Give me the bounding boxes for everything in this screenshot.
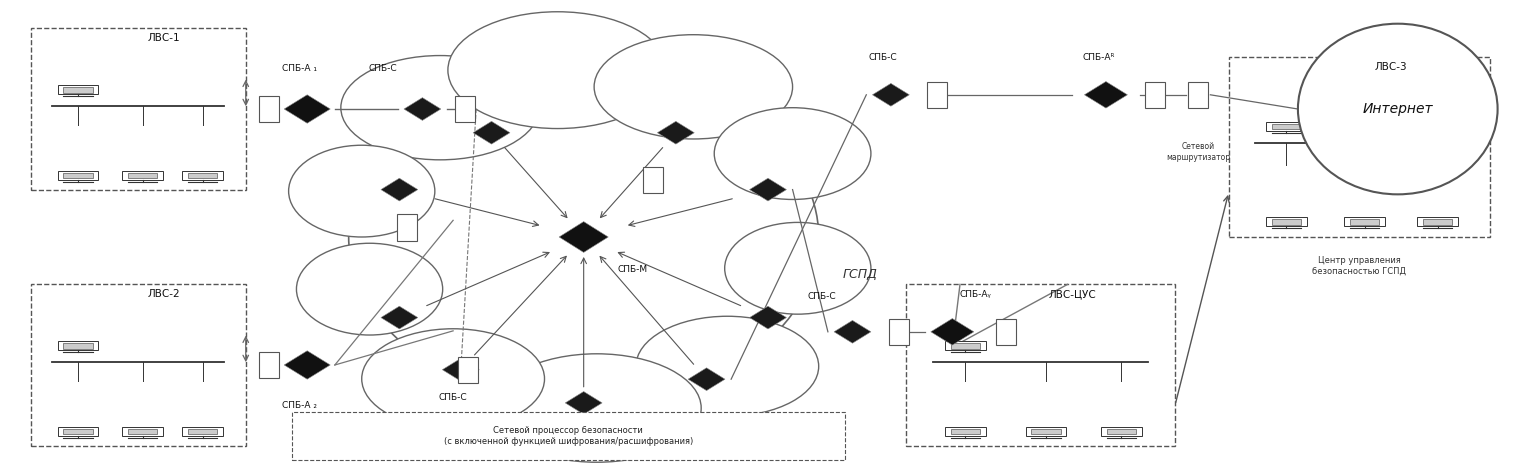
FancyBboxPatch shape <box>945 341 986 350</box>
FancyBboxPatch shape <box>1418 217 1458 226</box>
FancyBboxPatch shape <box>63 87 92 93</box>
Text: СПБ-С: СПБ-С <box>369 64 398 73</box>
Ellipse shape <box>449 12 667 128</box>
FancyBboxPatch shape <box>1422 219 1453 225</box>
FancyBboxPatch shape <box>58 427 98 436</box>
FancyBboxPatch shape <box>1106 428 1137 434</box>
FancyBboxPatch shape <box>123 171 163 180</box>
FancyBboxPatch shape <box>127 428 157 434</box>
Polygon shape <box>284 351 330 379</box>
Ellipse shape <box>636 316 819 416</box>
Polygon shape <box>559 222 608 252</box>
FancyBboxPatch shape <box>642 167 664 193</box>
FancyBboxPatch shape <box>31 28 246 190</box>
Polygon shape <box>565 392 602 414</box>
FancyBboxPatch shape <box>888 319 909 345</box>
FancyBboxPatch shape <box>258 96 280 122</box>
FancyBboxPatch shape <box>1189 82 1207 108</box>
Text: СПБ-С: СПБ-С <box>439 393 467 402</box>
FancyBboxPatch shape <box>258 352 280 378</box>
FancyBboxPatch shape <box>292 412 845 460</box>
FancyBboxPatch shape <box>1101 427 1141 436</box>
FancyBboxPatch shape <box>63 428 92 434</box>
Polygon shape <box>834 320 871 343</box>
FancyBboxPatch shape <box>183 427 223 436</box>
Text: Сетевой процессор безопасности
(с включенной функцией шифрования/расшифрования): Сетевой процессор безопасности (с включе… <box>444 427 693 446</box>
FancyBboxPatch shape <box>396 215 416 241</box>
Text: ГСПД: ГСПД <box>843 268 877 282</box>
Text: СПБ-С: СПБ-С <box>869 53 897 62</box>
Text: СПБ-Аᵧ: СПБ-Аᵧ <box>960 290 992 299</box>
FancyBboxPatch shape <box>58 341 98 350</box>
FancyBboxPatch shape <box>31 284 246 446</box>
Text: Сетевой
маршрутизатор: Сетевой маршрутизатор <box>1166 142 1230 162</box>
Ellipse shape <box>714 108 871 200</box>
Polygon shape <box>1084 82 1127 108</box>
FancyBboxPatch shape <box>951 428 980 434</box>
Text: Интернет: Интернет <box>1362 102 1433 116</box>
FancyBboxPatch shape <box>1344 217 1385 226</box>
Polygon shape <box>381 178 418 201</box>
Text: ЛВС-ЦУС: ЛВС-ЦУС <box>1049 289 1097 299</box>
Text: СПБ-С: СПБ-С <box>808 292 836 301</box>
FancyBboxPatch shape <box>1266 217 1307 226</box>
Ellipse shape <box>594 35 793 139</box>
FancyBboxPatch shape <box>58 85 98 94</box>
FancyBboxPatch shape <box>183 171 223 180</box>
Ellipse shape <box>296 243 442 335</box>
Ellipse shape <box>1298 24 1498 194</box>
Text: Центр управления
безопасностью ГСПД: Центр управления безопасностью ГСПД <box>1312 256 1407 275</box>
Ellipse shape <box>289 145 435 237</box>
FancyBboxPatch shape <box>187 173 218 178</box>
FancyBboxPatch shape <box>1146 82 1164 108</box>
Polygon shape <box>381 306 418 329</box>
Polygon shape <box>657 121 694 144</box>
FancyBboxPatch shape <box>127 173 157 178</box>
Polygon shape <box>473 121 510 144</box>
Ellipse shape <box>725 222 871 314</box>
FancyBboxPatch shape <box>945 427 986 436</box>
Ellipse shape <box>349 70 819 404</box>
Polygon shape <box>750 178 786 201</box>
FancyBboxPatch shape <box>456 96 476 122</box>
Text: СПБ-М: СПБ-М <box>617 265 648 274</box>
FancyBboxPatch shape <box>63 343 92 349</box>
FancyBboxPatch shape <box>1272 124 1301 129</box>
Text: СПБ-А ₁: СПБ-А ₁ <box>283 64 316 73</box>
FancyBboxPatch shape <box>906 284 1175 446</box>
Polygon shape <box>872 83 909 106</box>
FancyBboxPatch shape <box>1350 219 1379 225</box>
FancyBboxPatch shape <box>123 427 163 436</box>
FancyBboxPatch shape <box>458 357 479 383</box>
FancyBboxPatch shape <box>187 428 218 434</box>
FancyBboxPatch shape <box>1026 427 1066 436</box>
Ellipse shape <box>362 329 544 429</box>
Text: СПБ-А ₂: СПБ-А ₂ <box>283 401 316 410</box>
FancyBboxPatch shape <box>63 173 92 178</box>
Text: ЛВС-3: ЛВС-3 <box>1375 62 1407 72</box>
FancyBboxPatch shape <box>1272 219 1301 225</box>
Polygon shape <box>442 358 479 381</box>
FancyBboxPatch shape <box>951 343 980 349</box>
FancyBboxPatch shape <box>1266 122 1307 131</box>
Text: ЛВС-2: ЛВС-2 <box>147 289 180 299</box>
Ellipse shape <box>492 354 700 462</box>
Text: ЛВС-1: ЛВС-1 <box>147 33 180 43</box>
FancyBboxPatch shape <box>58 171 98 180</box>
Text: СПБ-Аᴿ: СПБ-Аᴿ <box>1081 53 1115 62</box>
FancyBboxPatch shape <box>1229 57 1490 237</box>
Ellipse shape <box>341 55 539 160</box>
Polygon shape <box>931 319 974 345</box>
FancyBboxPatch shape <box>997 319 1017 345</box>
Polygon shape <box>404 98 441 120</box>
FancyBboxPatch shape <box>1031 428 1061 434</box>
Polygon shape <box>284 95 330 123</box>
Polygon shape <box>750 306 786 329</box>
Polygon shape <box>688 368 725 391</box>
FancyBboxPatch shape <box>928 82 946 108</box>
